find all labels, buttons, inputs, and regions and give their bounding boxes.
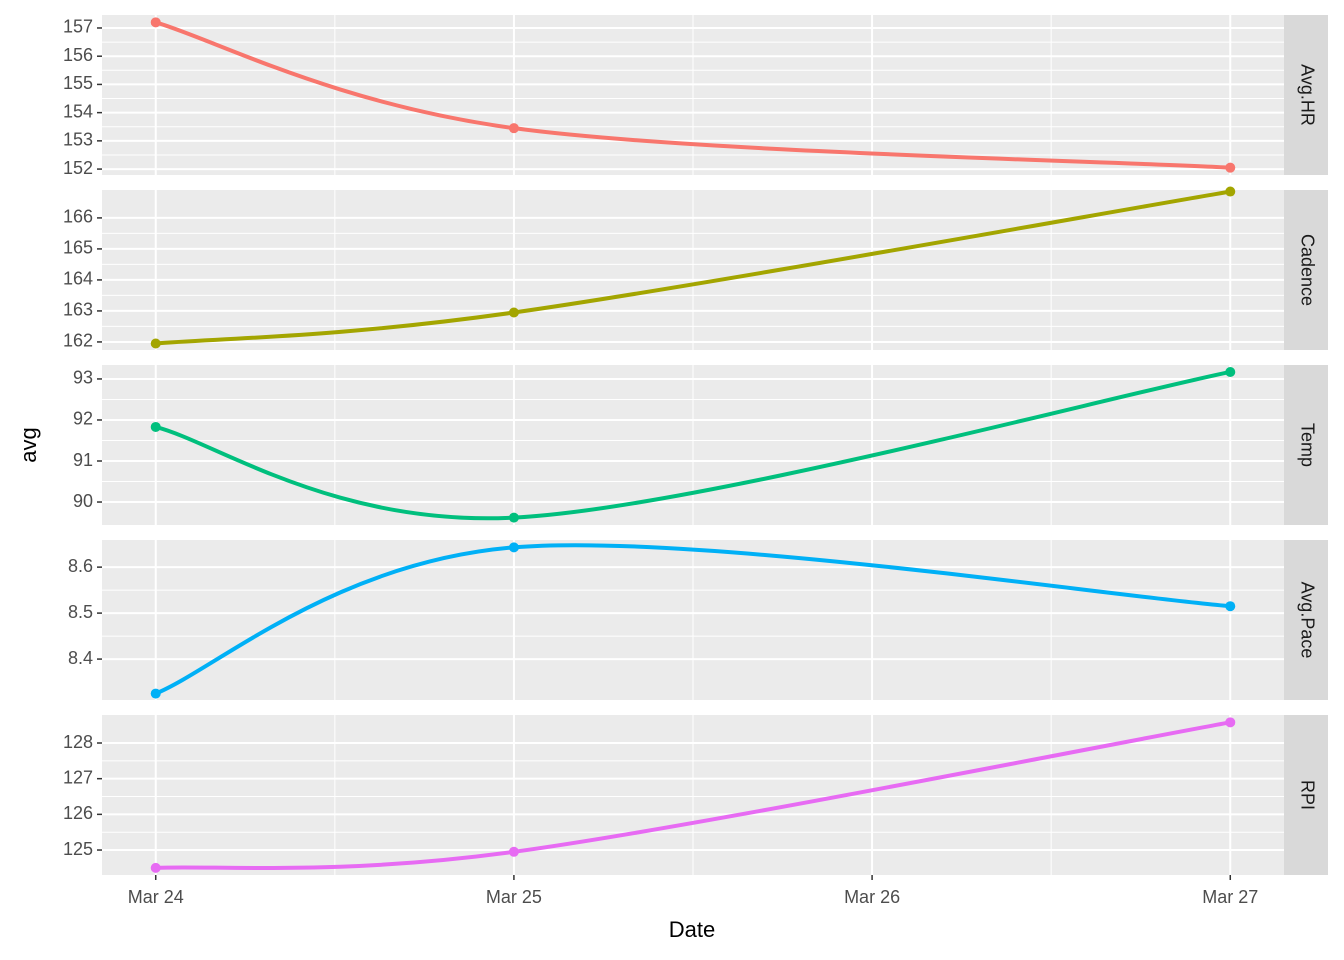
line [155,20,1231,170]
y-tick-label: 152 [63,158,93,178]
point [150,421,161,432]
point [1225,162,1236,173]
point [508,846,519,857]
point [1225,601,1236,612]
point [508,542,519,553]
line [155,189,1231,346]
strip-label: Temp [1297,423,1317,467]
y-tick-label: 162 [63,331,93,351]
point [508,307,519,318]
strip-label: Avg.HR [1297,64,1317,126]
x-tick-label: Mar 26 [844,887,900,907]
y-tick-label: 91 [73,450,93,470]
point [150,17,161,28]
y-tick-label: 163 [63,300,93,320]
y-tick-label: 166 [63,207,93,227]
point [150,688,161,699]
x-tick-label: Mar 27 [1202,887,1258,907]
point [508,123,519,134]
y-tick-label: 157 [63,17,93,37]
y-tick-label: 92 [73,409,93,429]
y-tick-label: 165 [63,238,93,258]
x-axis-title: Date [669,917,715,942]
point [1225,717,1236,728]
strip [1284,715,1328,875]
point [150,862,161,873]
x-tick-label: Mar 25 [486,887,542,907]
y-tick-label: 127 [63,767,93,787]
line [155,370,1231,521]
point [150,338,161,349]
point [1225,366,1236,377]
y-tick-label: 93 [73,368,93,388]
y-tick-label: 125 [63,839,93,859]
y-tick-label: 155 [63,73,93,93]
strip-label: RPI [1297,780,1317,810]
strip-label: Cadence [1297,234,1317,306]
y-tick-label: 8.4 [68,648,93,668]
strip [1284,190,1328,350]
line [155,720,1231,871]
y-tick-label: 128 [63,732,93,752]
y-tick-label: 8.6 [68,556,93,576]
y-tick-label: 156 [63,45,93,65]
y-axis-title: avg [16,427,41,462]
y-tick-label: 153 [63,130,93,150]
y-tick-label: 90 [73,491,93,511]
strip [1284,540,1328,700]
strip [1284,15,1328,175]
line [154,543,1231,696]
y-tick-label: 164 [63,269,93,289]
strip-label: Avg.Pace [1297,582,1317,659]
point [1225,186,1236,197]
y-tick-label: 154 [63,101,93,121]
x-tick-label: Mar 24 [128,887,184,907]
strip [1284,365,1328,525]
y-tick-label: 126 [63,803,93,823]
point [508,512,519,523]
y-tick-label: 8.5 [68,602,93,622]
